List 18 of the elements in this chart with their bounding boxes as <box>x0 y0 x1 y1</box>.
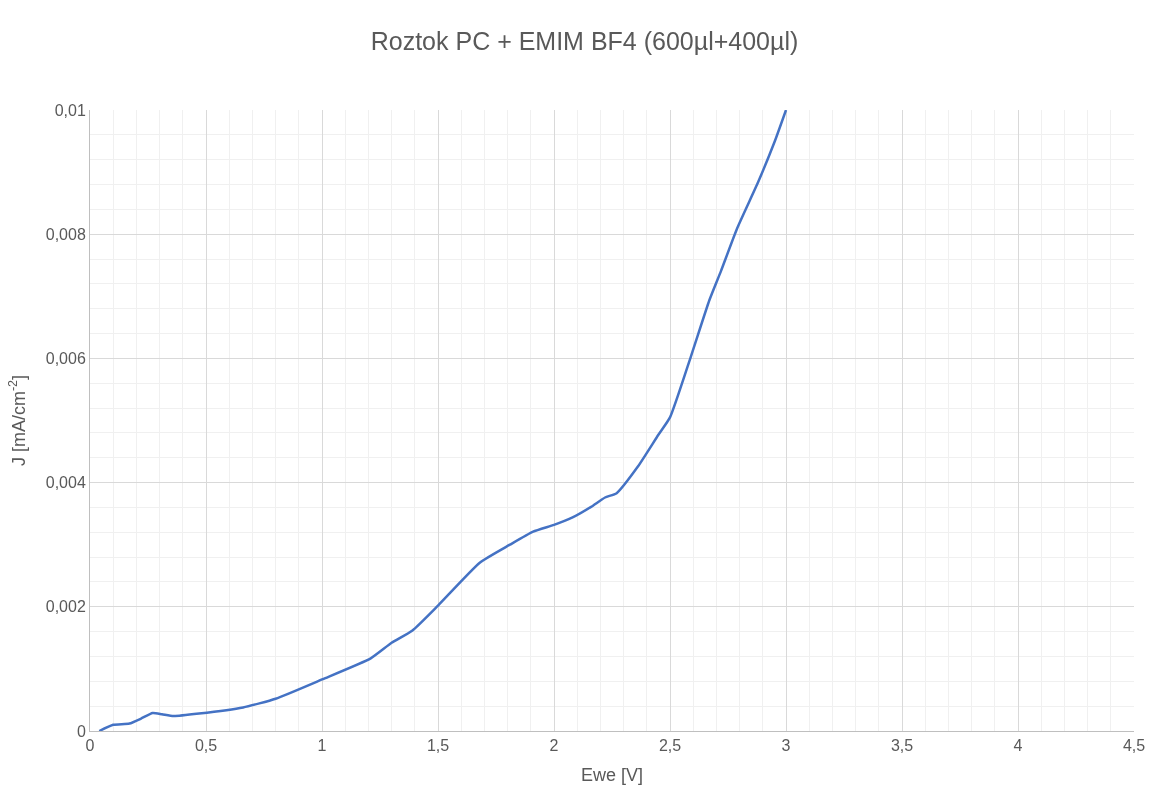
chart-title: Roztok PC + EMIM BF4 (600µl+400µl) <box>370 26 799 55</box>
x-tick-label: 3 <box>781 737 791 755</box>
x-tick-label: 0,5 <box>194 737 218 755</box>
y-tick-label: 0,01 <box>54 101 86 119</box>
line-series <box>98 110 788 731</box>
x-tick-label: 1 <box>317 737 327 755</box>
x-axis-title: Ewe [V] <box>580 765 644 786</box>
y-tick-label: 0 <box>76 722 86 740</box>
y-tick-label: 0,008 <box>45 225 86 243</box>
x-tick-label: 3,5 <box>890 737 914 755</box>
x-tick-label: 2 <box>549 737 559 755</box>
x-tick-label: 4,5 <box>1122 737 1146 755</box>
x-tick-label: 4 <box>1013 737 1023 755</box>
y-tick-label: 0,006 <box>45 350 86 367</box>
y-tick-label: 0,002 <box>45 598 86 616</box>
y-tick-label: 0,004 <box>45 474 86 492</box>
x-tick-label: 2,5 <box>658 737 682 755</box>
x-tick-label: 1,5 <box>426 737 450 755</box>
